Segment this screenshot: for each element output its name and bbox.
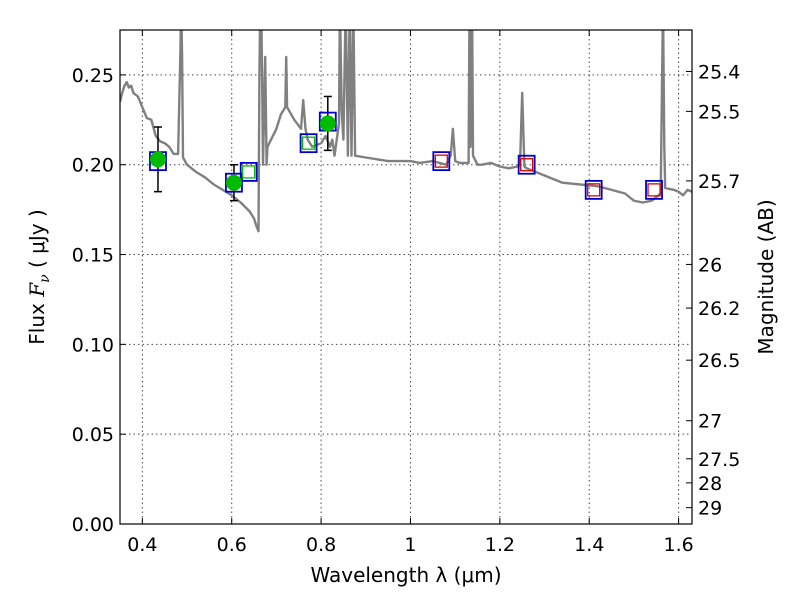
x-tick-label: 0.8	[306, 534, 336, 556]
y-tick-label: 0.10	[72, 334, 114, 356]
y-tick-label: 0.00	[72, 514, 114, 536]
right-tick-label: 27	[698, 411, 722, 433]
x-tick-label: 0.6	[217, 534, 247, 556]
band-flux-square	[587, 183, 601, 197]
right-tick-label: 29	[698, 498, 722, 520]
observed-flux-point	[319, 115, 336, 132]
y-axis-title: Flux Fν ( μJy )	[25, 209, 53, 344]
right-tick-label: 25.5	[698, 101, 740, 123]
model-flux-square	[584, 179, 603, 200]
ticks: 0.4 0.6 0.8 1 1.2 1.4 1.6 0.00 0.05 0.10 0.15 0.20 0…	[72, 30, 740, 556]
model-flux-square	[299, 133, 318, 154]
model-flux-square	[645, 179, 663, 200]
y-tick-label: 0.25	[72, 65, 114, 87]
x-axis-title: Wavelength λ (μm)	[310, 563, 501, 587]
model-flux-square	[432, 151, 451, 172]
x-tick-label: 1	[404, 534, 416, 556]
y-tick-label: 0.15	[72, 245, 114, 267]
plot-frame	[119, 29, 693, 525]
right-tick-label: 28	[698, 473, 722, 495]
right-tick-label: 26.2	[698, 298, 740, 320]
y-tick-label: 0.05	[72, 424, 114, 446]
right-axis-title: Magnitude (AB)	[754, 199, 778, 354]
band-flux-square	[242, 165, 256, 179]
x-tick-label: 1.4	[574, 534, 604, 556]
y-tick-label: 0.20	[72, 155, 114, 177]
x-tick-label: 1.2	[485, 534, 515, 556]
plot-area	[120, 30, 692, 233]
model-flux-square	[517, 154, 536, 175]
model-flux-square	[239, 162, 258, 182]
right-tick-label: 25.7	[698, 171, 740, 193]
right-tick-label: 26	[698, 254, 722, 276]
observed-flux-point	[149, 151, 166, 168]
x-tick-label: 1.6	[663, 534, 693, 556]
band-flux-square	[301, 136, 316, 150]
band-flux-square	[434, 154, 448, 168]
observed-flux-point	[225, 174, 242, 191]
band-flux-square	[520, 158, 534, 172]
right-tick-label: 27.5	[698, 449, 740, 471]
band-flux-square	[647, 183, 661, 197]
x-tick-label: 0.4	[127, 534, 157, 556]
right-tick-label: 26.5	[698, 350, 740, 372]
right-tick-label: 25.4	[698, 61, 740, 83]
